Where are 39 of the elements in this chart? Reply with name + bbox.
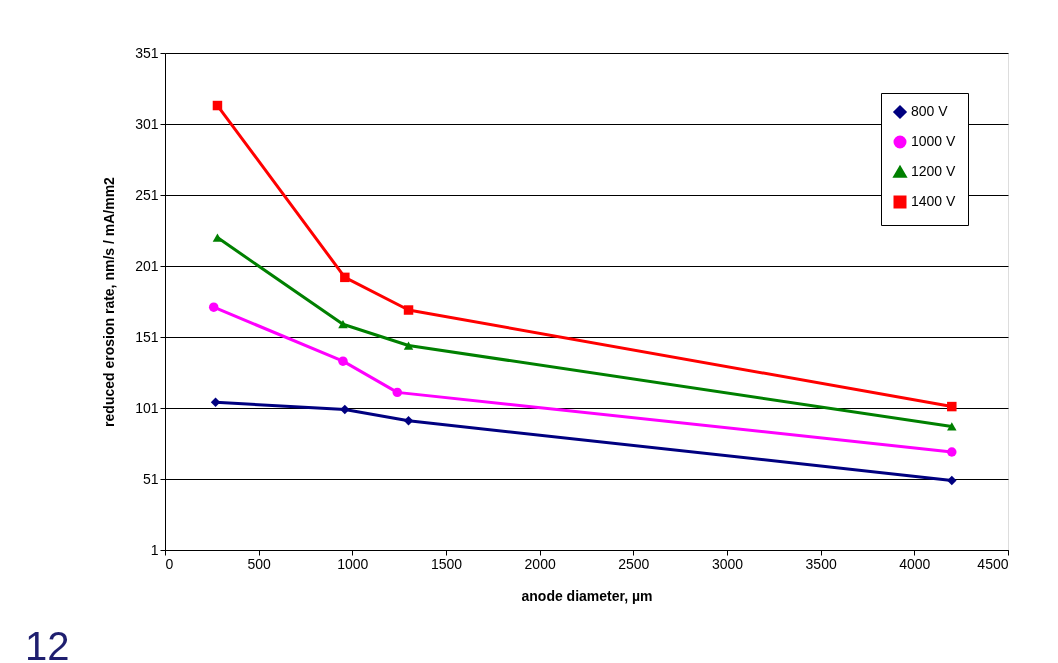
point — [340, 272, 350, 283]
y-tick-label: 201 — [135, 257, 159, 274]
point — [338, 356, 348, 366]
legend-label: 1400 V — [911, 193, 957, 209]
x-tick-label: 3000 — [711, 555, 744, 572]
point — [403, 341, 414, 350]
x-tick-label: 2000 — [524, 555, 556, 572]
y-tick-label: 301 — [135, 115, 159, 132]
y-tick-label: 101 — [135, 399, 159, 416]
point — [338, 320, 348, 329]
point — [208, 302, 219, 312]
y-tick-label: 1 — [150, 541, 159, 558]
point — [947, 447, 957, 457]
point — [403, 305, 414, 315]
point — [947, 475, 957, 486]
y-tick-label: 251 — [135, 186, 159, 203]
point — [947, 422, 957, 431]
x-tick-label: 3500 — [805, 555, 837, 572]
point — [947, 401, 957, 412]
point — [212, 100, 223, 111]
y-tick-label: 151 — [135, 328, 159, 345]
x-tick-label: 4500 — [977, 555, 1009, 572]
point — [403, 416, 414, 426]
x-axis-title: anode diameter, µm — [521, 587, 653, 604]
x-tick-label: 500 — [247, 555, 272, 572]
point — [392, 387, 403, 398]
y-tick-label: 51 — [142, 470, 159, 487]
x-tick-label: 0 — [165, 555, 174, 572]
y-axis-title: reduced erosion rate, nm/s / mA/mm2 — [101, 176, 118, 427]
point — [340, 404, 350, 415]
x-tick-label: 1000 — [337, 555, 369, 572]
x-tick-label: 1500 — [430, 555, 463, 572]
x-tick-label: 4000 — [899, 555, 931, 572]
legend-label: 1000 V — [911, 133, 957, 149]
x-tick-label: 2500 — [618, 555, 650, 572]
legend-label: 800 V — [911, 103, 949, 119]
text: 12 — [25, 624, 70, 663]
y-tick-label: 351 — [135, 44, 159, 61]
legend-label: 1200 V — [911, 163, 957, 179]
